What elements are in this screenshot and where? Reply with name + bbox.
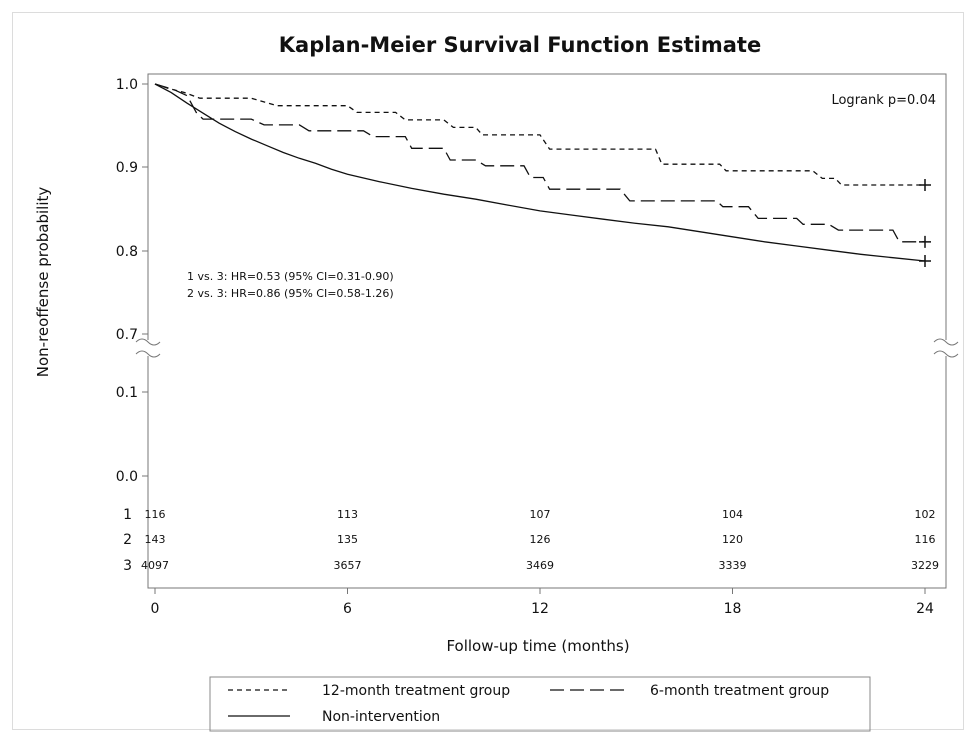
plot-frame-upper [147,73,947,340]
axis-break-left-top [135,338,161,346]
x-tick-label: 12 [531,601,549,617]
risk-row-label: 1 [123,507,132,523]
axis-break-right-bottom [933,350,959,358]
logrank-annotation: Logrank p=0.04 [831,93,936,108]
axis-break-left-bottom [135,350,161,358]
legend-label: 12-month treatment group [322,683,510,699]
x-tick-label: 18 [724,601,742,617]
risk-count: 102 [915,508,936,521]
hr-annotation-2: 2 vs. 3: HR=0.86 (95% CI=0.58-1.26) [187,287,394,300]
x-tick-label: 6 [343,601,352,617]
series-line-1 [154,83,925,243]
figure-frame [12,12,964,730]
risk-count: 3339 [719,559,747,572]
risk-row-label: 2 [123,532,132,548]
risk-count: 135 [337,533,358,546]
y-tick-label: 1.0 [116,77,138,93]
chart-title: Kaplan-Meier Survival Function Estimate [279,33,761,57]
legend-label: Non-intervention [322,709,440,725]
risk-count: 126 [530,533,551,546]
y-axis-label: Non-reoffense probability [34,187,52,378]
risk-count: 3469 [526,559,554,572]
y-tick-label: 0.0 [116,469,138,485]
censor-mark [919,235,931,248]
series-line-2 [154,83,926,262]
series-line-0 [154,83,925,186]
legend-box [209,676,871,732]
plot-layer: 1.0 0.9 0.8 0.7 0.1 0.0 0 6 12 18 24 1 116 113 107 104 1… [116,73,959,617]
plot-frame-lower [147,356,947,589]
risk-count: 104 [722,508,743,521]
axis-break-right-top [933,338,959,346]
legend: 12-month treatment group 6-month treatmen… [209,676,871,732]
x-tick-label: 0 [151,601,160,617]
risk-count: 4097 [141,559,169,572]
y-tick-label: 0.9 [116,160,138,176]
risk-count: 116 [915,533,936,546]
censor-mark [919,255,931,268]
risk-count: 120 [722,533,743,546]
y-tick-label: 0.7 [116,327,138,343]
x-tick-label: 24 [916,601,934,617]
risk-count: 113 [337,508,358,521]
y-tick-label: 0.8 [116,244,138,260]
censor-mark [919,179,931,192]
risk-count: 143 [145,533,166,546]
risk-count: 3229 [911,559,939,572]
risk-count: 116 [145,508,166,521]
hr-annotation-1: 1 vs. 3: HR=0.53 (95% CI=0.31-0.90) [187,270,394,283]
x-axis-label: Follow-up time (months) [446,637,629,655]
risk-row-label: 3 [123,558,132,574]
risk-count: 3657 [334,559,362,572]
y-tick-label: 0.1 [116,385,138,401]
risk-count: 107 [530,508,551,521]
legend-label: 6-month treatment group [650,683,829,699]
